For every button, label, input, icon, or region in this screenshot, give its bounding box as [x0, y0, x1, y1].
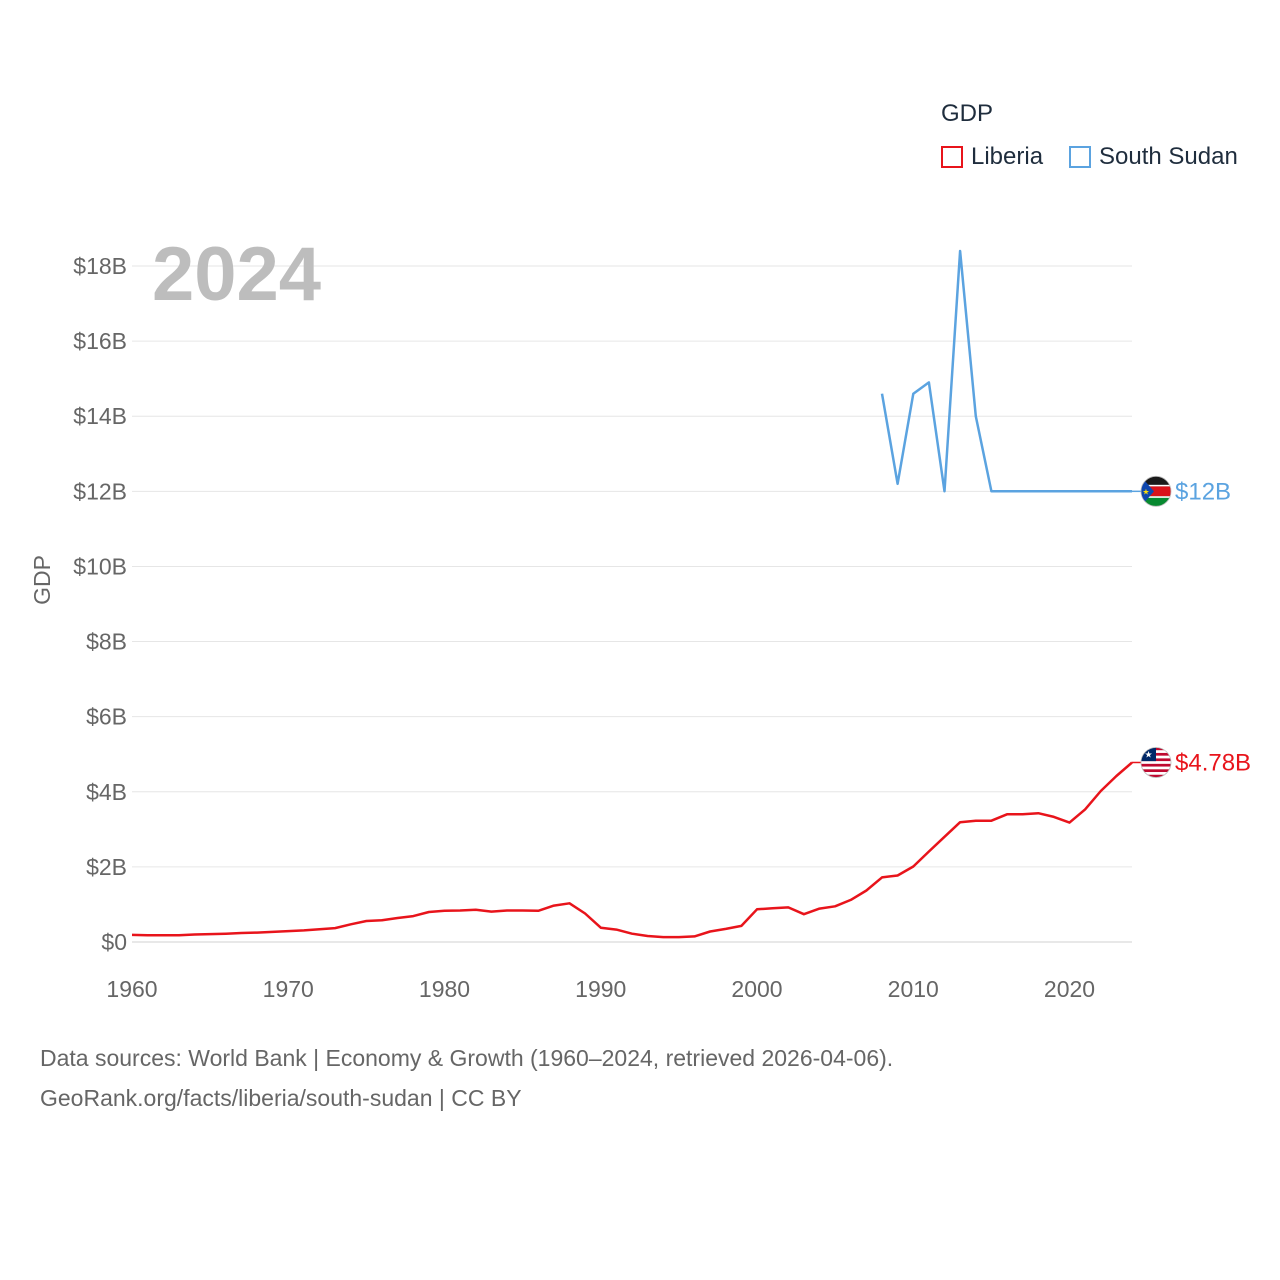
liberia-flag-icon: ★ [1140, 747, 1172, 778]
legend-label-south-sudan: South Sudan [1099, 143, 1238, 170]
y-axis-ticks: $0 $2B $4B $6B $8B $10B $12B $14B $16B $18B [73, 253, 127, 955]
end-label-liberia: $4.78B [1175, 749, 1251, 776]
x-tick-label: 2010 [888, 976, 939, 1002]
y-tick-label: $8B [86, 629, 127, 655]
grid-lines [132, 265, 1132, 943]
series-end-labels: ★ $4.78B ★ $12B [1132, 475, 1251, 778]
y-tick-label: $2B [86, 854, 127, 880]
source-line-1: Data sources: World Bank | Economy & Gro… [40, 1045, 894, 1071]
south-sudan-flag-icon: ★ [1140, 475, 1172, 507]
y-tick-label: $4B [86, 779, 127, 805]
y-tick-label: $10B [73, 553, 127, 579]
x-tick-label: 1980 [419, 976, 470, 1002]
y-axis-title: GDP [29, 555, 55, 605]
legend-label-liberia: Liberia [971, 143, 1044, 170]
x-tick-label: 1990 [575, 976, 626, 1002]
legend-title: GDP [941, 100, 994, 127]
svg-text:★: ★ [1142, 487, 1149, 496]
source-line-2: GeoRank.org/facts/liberia/south-sudan | … [40, 1085, 522, 1111]
y-tick-label: $6B [86, 704, 127, 730]
legend-item-south-sudan[interactable]: South Sudan [1069, 143, 1238, 171]
series-lines [131, 249, 1133, 939]
series-line-liberia [131, 761, 1133, 939]
legend-swatch-south-sudan [1069, 146, 1091, 168]
x-tick-label: 1970 [263, 976, 314, 1002]
y-tick-label: $12B [73, 478, 127, 504]
y-tick-label: $14B [73, 403, 127, 429]
y-tick-label: $0 [101, 929, 127, 955]
legend-item-liberia[interactable]: Liberia [941, 143, 1043, 171]
x-tick-label: 2020 [1044, 976, 1095, 1002]
legend-swatch-liberia [941, 146, 963, 168]
y-tick-label: $18B [73, 253, 127, 279]
year-watermark: 2024 [152, 232, 321, 317]
x-axis-ticks: 1960 1970 1980 1990 2000 2010 2020 [106, 976, 1095, 1002]
x-tick-label: 2000 [731, 976, 782, 1002]
end-label-south-sudan: $12B [1175, 478, 1231, 505]
x-tick-label: 1960 [106, 976, 157, 1002]
series-line-south-sudan [880, 249, 1132, 493]
svg-text:★: ★ [1144, 749, 1152, 759]
y-tick-label: $16B [73, 328, 127, 354]
